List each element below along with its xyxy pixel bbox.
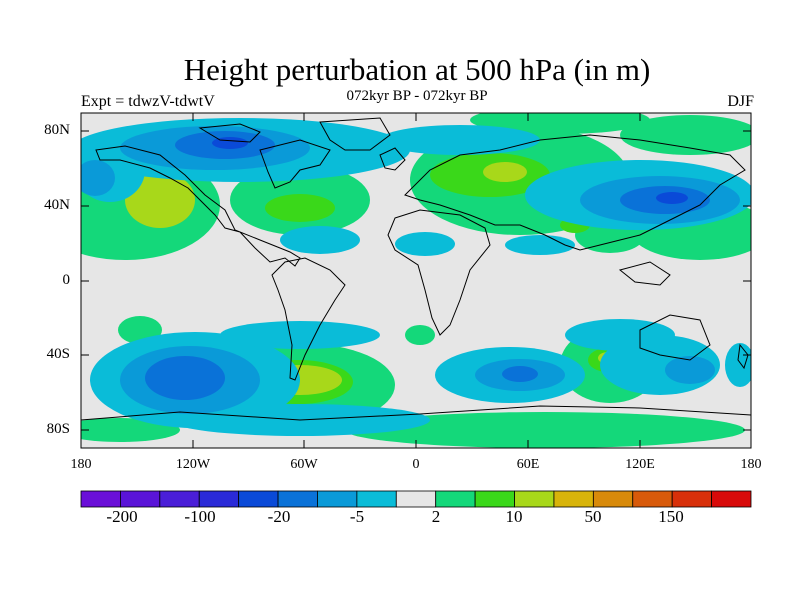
lon-label-60e: 60E [516,457,540,472]
lon-label-180w: 180 [70,457,92,472]
colorbar-swatch [395,490,437,508]
colorbar-label: 2 [431,507,441,526]
lon-label-120w: 120W [175,457,211,472]
lat-label-40n: 40N [44,197,70,213]
colorbar-swatch [435,490,476,508]
colorbar-swatch [671,490,712,508]
lat-label-80s: 80S [46,421,70,437]
colorbar-swatch [553,490,594,508]
colorbar-label: 50 [584,507,602,526]
lon-label-120e: 120E [625,457,655,472]
colorbar-label: -200 [106,507,138,526]
colorbar-swatch [356,490,397,508]
colorbar-label: -20 [267,507,291,526]
colorbar-swatch [317,490,358,508]
map-title: Height perturbation at 500 hPa (in m) [183,52,651,87]
colorbar-label: 150 [658,507,684,526]
colorbar-swatch [198,490,240,508]
lat-label-40s: 40S [46,346,70,362]
lat-label-80n: 80N [44,122,70,138]
colorbar-swatch [80,490,121,508]
colorbar-swatch [238,490,279,508]
colorbar-swatch [711,490,752,508]
season-label: DJF [727,93,754,110]
lon-label-0: 0 [412,457,420,472]
colorbar-swatch [120,490,161,508]
map-field [81,113,751,448]
lon-label-60w: 60W [290,457,318,472]
colorbar-swatch [514,490,555,508]
colorbar-label: -5 [349,507,365,526]
colorbar-swatch [632,490,673,508]
colorbar-swatch [277,490,318,508]
lon-label-180e: 180 [740,457,762,472]
coastlines [81,117,751,421]
experiment-label: Expt = tdwzV-tdwtV [81,93,215,110]
colorbar-label: -100 [184,507,216,526]
colorbar-swatch [592,490,634,508]
colorbar [80,490,752,508]
colorbar-swatch [159,490,200,508]
colorbar-swatch [474,490,515,508]
axis-ticks [81,113,751,448]
map-subtitle: 072kyr BP - 072kyr BP [346,88,488,104]
colorbar-label: 10 [505,507,523,526]
lat-label-0: 0 [62,272,71,288]
